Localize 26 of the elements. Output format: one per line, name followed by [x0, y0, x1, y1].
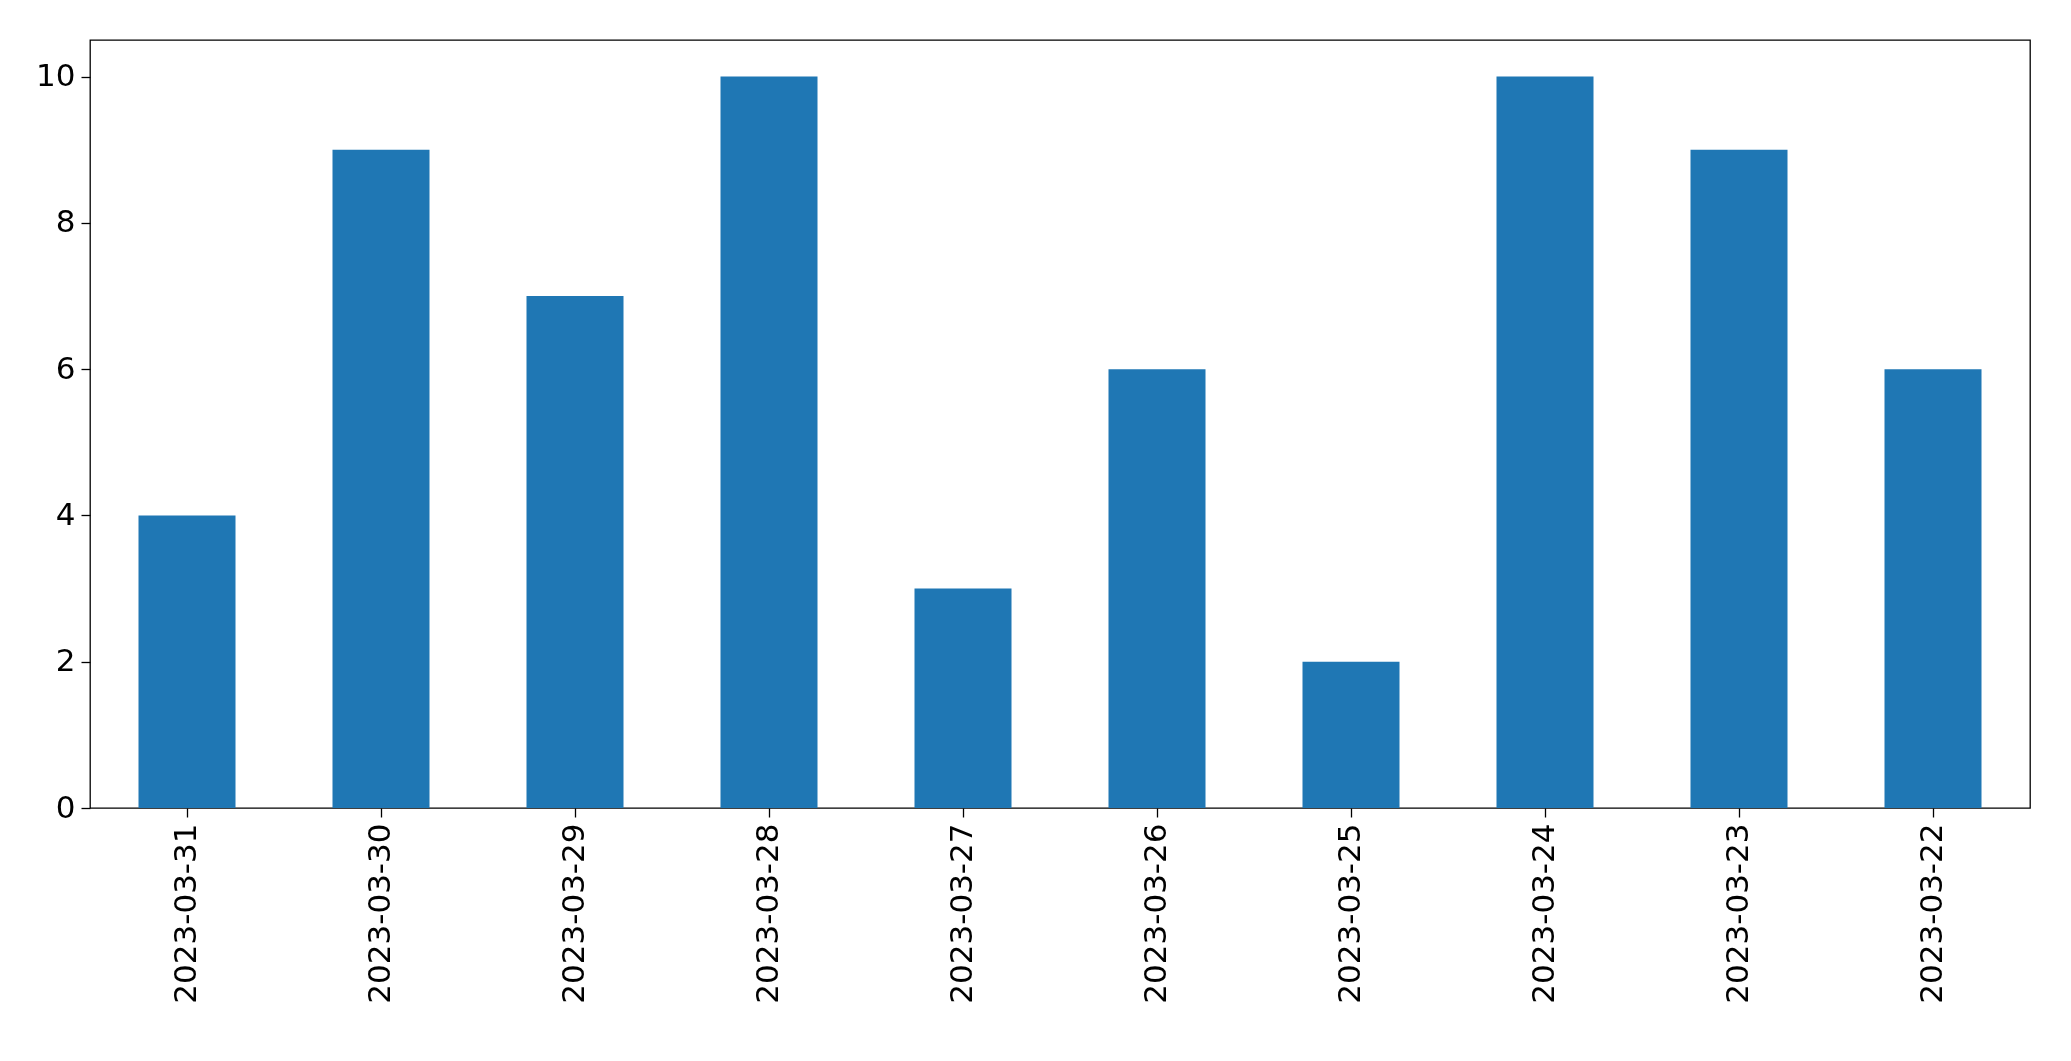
y-tick-label: 8	[55, 203, 76, 240]
y-tick-label: 6	[55, 349, 76, 386]
y-tick-label: 4	[55, 495, 76, 532]
bar	[138, 515, 236, 808]
bar	[914, 588, 1012, 808]
bar	[332, 149, 430, 808]
x-tick-label: 2023-03-22	[1913, 823, 1949, 1004]
bar	[1884, 369, 1982, 808]
bar	[1302, 661, 1400, 808]
x-tick-label: 2023-03-29	[555, 823, 591, 1004]
y-tick-label: 0	[55, 788, 76, 825]
bar	[526, 296, 624, 808]
bar	[1496, 76, 1594, 808]
y-tick-label: 10	[36, 57, 76, 94]
bar	[720, 76, 818, 808]
x-tick-label: 2023-03-25	[1331, 823, 1367, 1004]
x-tick-label: 2023-03-28	[749, 823, 785, 1004]
x-tick-label: 2023-03-23	[1719, 823, 1755, 1004]
y-tick-label: 2	[55, 642, 76, 679]
bar	[1690, 149, 1788, 808]
x-tick-label: 2023-03-30	[361, 823, 397, 1004]
x-tick-label: 2023-03-26	[1137, 823, 1173, 1004]
bar	[1108, 369, 1206, 808]
x-tick-label: 2023-03-31	[167, 823, 203, 1004]
x-tick-label: 2023-03-27	[943, 823, 979, 1004]
x-tick-label: 2023-03-24	[1525, 823, 1561, 1004]
